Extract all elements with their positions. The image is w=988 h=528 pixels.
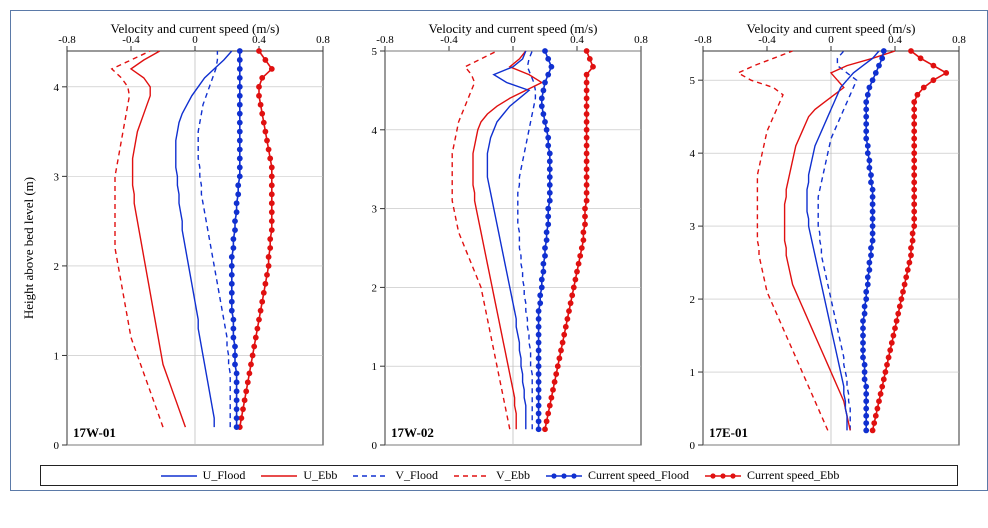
svg-text:4: 4 [372,125,378,137]
legend-label: Current speed_Ebb [747,468,839,483]
svg-text:3: 3 [690,221,696,233]
panel-17W-01: Velocity and current speed (m/s)Height a… [19,19,333,459]
legend-item-V_Ebb: V_Ebb [452,468,530,483]
legend-item-V_Flood: V_Flood [351,468,438,483]
svg-text:0: 0 [54,440,60,452]
svg-text:0.8: 0.8 [316,34,330,46]
svg-text:0: 0 [690,440,696,452]
svg-text:-0.8: -0.8 [376,34,394,46]
svg-text:17W-02: 17W-02 [391,425,434,440]
svg-text:4: 4 [690,148,696,160]
svg-text:5: 5 [372,46,378,58]
legend-label: V_Ebb [496,468,530,483]
svg-text:0.4: 0.4 [252,34,266,46]
legend-label: U_Flood [203,468,246,483]
legend-label: Current speed_Flood [588,468,689,483]
legend-item-U_Ebb: U_Ebb [259,468,337,483]
svg-text:5: 5 [690,75,696,87]
svg-text:0: 0 [510,34,516,46]
svg-text:1: 1 [54,350,60,362]
svg-text:0.8: 0.8 [634,34,648,46]
svg-text:2: 2 [54,261,60,273]
svg-text:1: 1 [372,361,378,373]
svg-text:3: 3 [372,204,378,216]
svg-text:2: 2 [690,294,696,306]
panel-17E-01: Velocity and current speed (m/s)-0.8-0.4… [655,19,969,459]
legend-label: U_Ebb [303,468,337,483]
svg-text:0.8: 0.8 [952,34,966,46]
svg-text:0.4: 0.4 [888,34,902,46]
legend-label: V_Flood [395,468,438,483]
svg-text:-0.8: -0.8 [694,34,712,46]
svg-text:2: 2 [372,282,378,294]
legend-box: U_Flood U_Ebb V_Flood V_Ebb Current speed_Fl… [40,465,958,486]
svg-text:4: 4 [54,82,60,94]
legend-item-CS_Ebb: Current speed_Ebb [703,468,839,483]
svg-text:-0.4: -0.4 [758,34,776,46]
legend-item-CS_Flood: Current speed_Flood [544,468,689,483]
svg-text:0: 0 [372,440,378,452]
figure-container: Velocity and current speed (m/s)Height a… [10,10,988,491]
svg-text:0.4: 0.4 [570,34,584,46]
svg-text:1: 1 [690,367,696,379]
svg-text:17E-01: 17E-01 [709,425,748,440]
svg-text:-0.8: -0.8 [58,34,76,46]
svg-text:0: 0 [828,34,834,46]
svg-text:Height above bed level (m): Height above bed level (m) [21,177,36,319]
svg-text:3: 3 [54,171,60,183]
panel-17W-02: Velocity and current speed (m/s)-0.8-0.4… [337,19,651,459]
svg-text:17W-01: 17W-01 [73,425,116,440]
svg-text:-0.4: -0.4 [440,34,458,46]
legend-item-U_Flood: U_Flood [159,468,246,483]
svg-text:0: 0 [192,34,198,46]
svg-text:-0.4: -0.4 [122,34,140,46]
panels-row: Velocity and current speed (m/s)Height a… [19,19,979,459]
